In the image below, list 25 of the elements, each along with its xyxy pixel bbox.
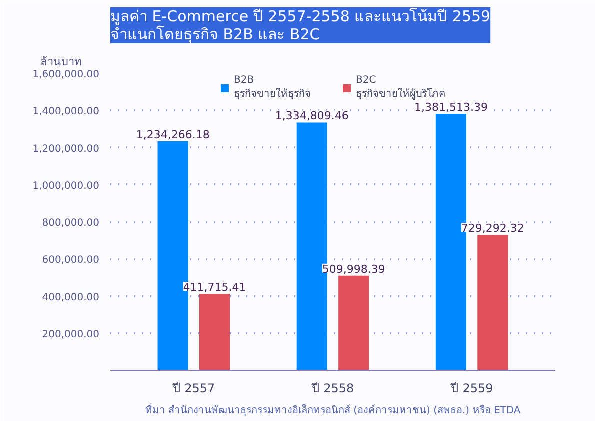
x-tick-label: ปี 2557 — [172, 382, 216, 396]
legend-label: B2C ธุรกิจขายให้ผู้บริโภค — [356, 75, 446, 101]
data-label: 1,381,513.39 — [414, 101, 488, 114]
data-label: 509,998.39 — [322, 262, 386, 276]
y-tick-label: 1,200,000.00 — [32, 144, 100, 155]
bar — [338, 276, 370, 370]
y-axis-title: ล้านบาท — [40, 56, 82, 68]
y-tick-label: 1,400,000.00 — [32, 106, 100, 118]
y-tick-label: 200,000.00 — [42, 329, 100, 340]
data-label: 1,234,266.18 — [136, 128, 210, 142]
y-tick-label: 800,000.00 — [42, 218, 100, 229]
chart-title: มูลค่า E-Commerce ปี 2557-2558 และแนวโน้มปี 2559 จำแนกโดยธุรกิจ B2B และ B2C — [110, 8, 491, 44]
y-tick-label: 1,000,000.00 — [32, 180, 100, 192]
bar — [200, 294, 230, 370]
y-tick-label: 1,600,000.00 — [32, 70, 100, 80]
y-tick-label: 600,000.00 — [42, 255, 100, 266]
y-tick-label: 400,000.00 — [42, 292, 100, 304]
bar — [478, 235, 508, 370]
legend-label: B2B ธุรกิจขายให้ธุรกิจ — [234, 75, 311, 101]
data-label: 411,715.41 — [183, 281, 246, 294]
data-label: 729,292.32 — [461, 222, 524, 236]
x-tick-label: ปี 2559 — [450, 382, 494, 396]
data-label: 1,334,809.46 — [275, 110, 349, 123]
text: ที่มา สำนักงานพัฒนาธุรกรรมทางอิเล็กทรอนิกส์ (องค์การมหาชน) (สพธอ.) หรือ ETDA — [145, 402, 521, 416]
x-tick-label: ปี 2558 — [310, 382, 354, 396]
